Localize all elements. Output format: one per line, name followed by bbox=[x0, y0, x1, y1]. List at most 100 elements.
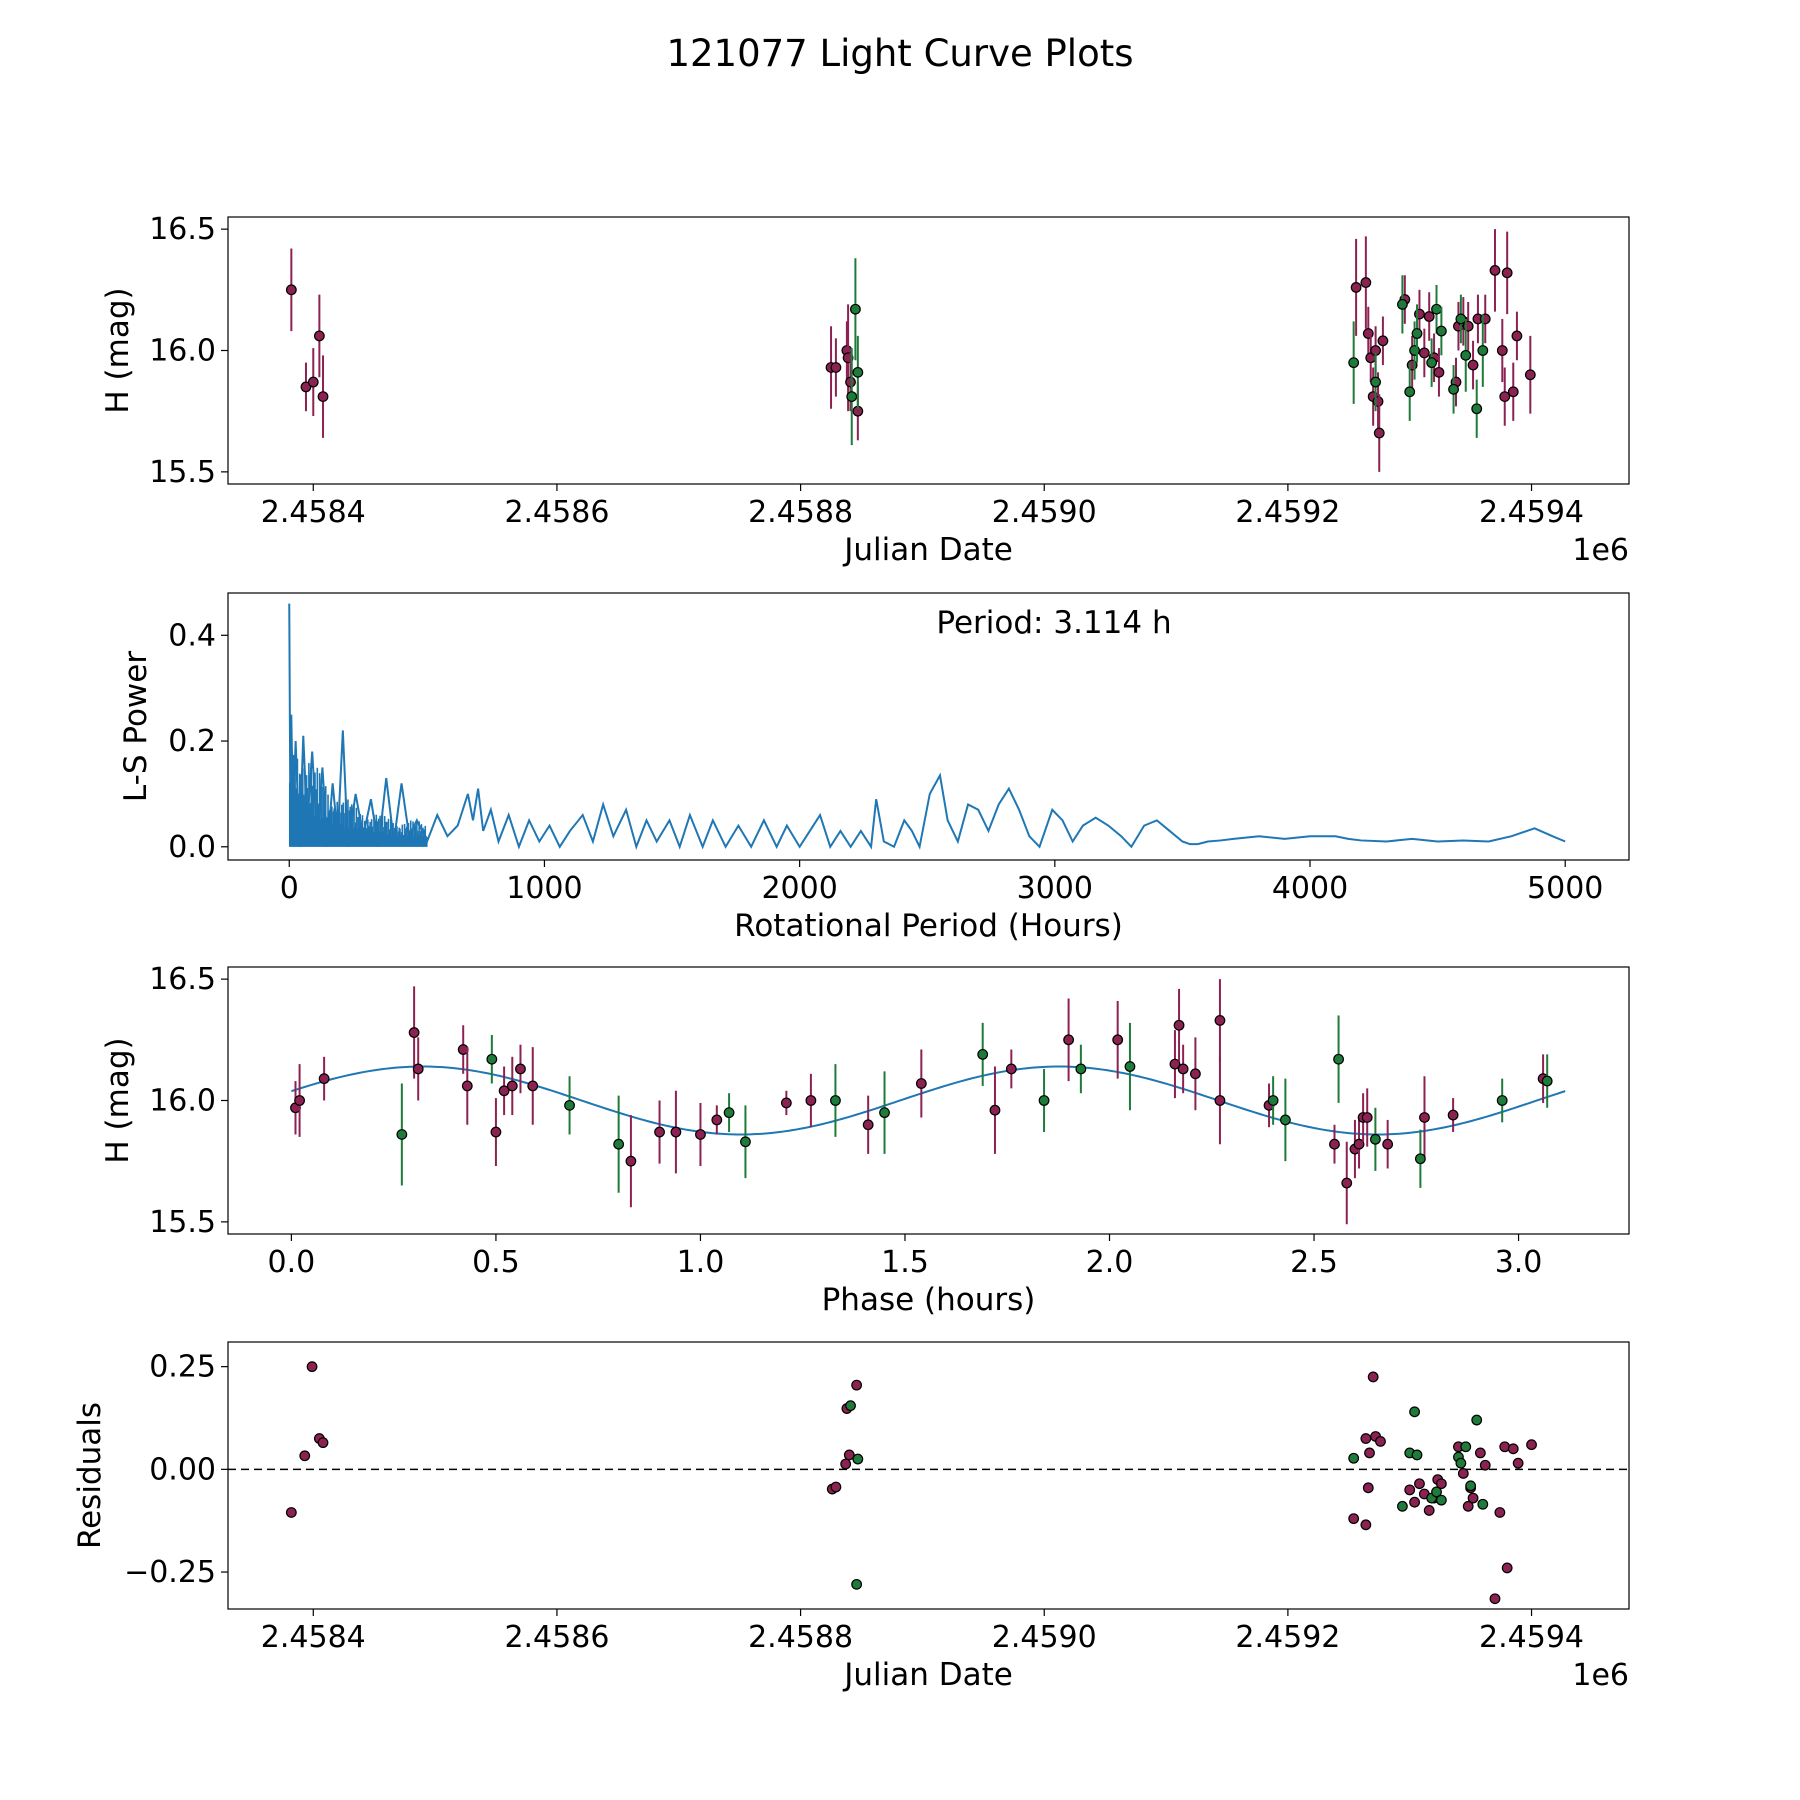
maroon-data-point bbox=[1361, 1112, 1373, 1123]
green-data-point bbox=[1333, 1053, 1344, 1065]
maroon-data-point bbox=[1499, 391, 1511, 403]
maroon-data-point bbox=[317, 1437, 329, 1449]
x-axis-label: Phase (hours) bbox=[822, 1282, 1036, 1318]
y-tick-label: 16.0 bbox=[149, 1084, 216, 1119]
maroon-data-point bbox=[1512, 1457, 1524, 1469]
x-tick-label: 2.4586 bbox=[504, 1620, 609, 1655]
maroon-data-point bbox=[1409, 1496, 1420, 1508]
maroon-data-point bbox=[1524, 369, 1536, 381]
maroon-data-point bbox=[830, 1481, 842, 1493]
x-tick-label: 2000 bbox=[761, 871, 837, 906]
green-data-point bbox=[852, 366, 864, 378]
maroon-data-point bbox=[1435, 1478, 1447, 1490]
maroon-data-point bbox=[654, 1126, 665, 1138]
maroon-data-point bbox=[989, 1104, 1001, 1116]
x-tick-label: 2.4588 bbox=[748, 495, 853, 530]
x-tick-label: 2.4584 bbox=[261, 1620, 366, 1655]
green-data-point bbox=[1471, 1414, 1483, 1426]
maroon-data-point bbox=[1404, 1484, 1416, 1496]
y-tick-label: 15.5 bbox=[149, 455, 216, 490]
maroon-data-point bbox=[527, 1080, 539, 1092]
x-tick-label: 1000 bbox=[506, 871, 582, 906]
maroon-data-point bbox=[1360, 1519, 1372, 1531]
maroon-data-point bbox=[845, 376, 856, 388]
maroon-data-point bbox=[1373, 427, 1385, 439]
maroon-data-point bbox=[1467, 1492, 1479, 1504]
green-data-point bbox=[740, 1136, 751, 1148]
y-tick-label: 0.4 bbox=[168, 618, 216, 653]
maroon-data-point bbox=[285, 1507, 297, 1518]
green-data-point bbox=[850, 303, 861, 315]
maroon-data-point bbox=[461, 1080, 473, 1092]
maroon-data-point bbox=[408, 1027, 420, 1038]
green-data-point bbox=[1411, 1449, 1423, 1461]
x-tick-label: 2.4592 bbox=[1235, 1620, 1340, 1655]
maroon-data-point bbox=[1526, 1439, 1537, 1451]
y-tick-label: 16.5 bbox=[149, 962, 216, 997]
maroon-data-point bbox=[313, 330, 325, 342]
x-tick-label: 1.5 bbox=[881, 1245, 929, 1280]
y-axis-label: Residuals bbox=[72, 1402, 108, 1549]
maroon-data-point bbox=[1377, 335, 1389, 347]
maroon-data-point bbox=[1173, 1019, 1185, 1031]
green-data-point bbox=[1496, 1095, 1508, 1106]
maroon-data-point bbox=[711, 1114, 723, 1126]
maroon-data-point bbox=[1423, 1505, 1435, 1516]
green-data-point bbox=[1431, 1486, 1442, 1498]
x-tick-label: 2.5 bbox=[1290, 1245, 1338, 1280]
y-axis-label: H (mag) bbox=[100, 287, 136, 413]
maroon-data-point bbox=[1507, 1443, 1519, 1455]
residuals-panel: 2.4584 2.4586 2.4588 2.4590 2.4592 2.4594 −0.2… bbox=[72, 1341, 1630, 1693]
maroon-data-point bbox=[1375, 1436, 1386, 1447]
green-data-point bbox=[845, 1400, 856, 1412]
green-data-point bbox=[613, 1138, 625, 1150]
x-tick-label: 0.0 bbox=[268, 1245, 316, 1280]
green-data-point bbox=[1435, 1494, 1447, 1506]
green-data-point bbox=[1369, 1133, 1381, 1145]
green-data-point bbox=[977, 1048, 989, 1060]
green-data-point bbox=[1397, 1500, 1408, 1512]
x-offset-label: 1e6 bbox=[1572, 1658, 1629, 1693]
plot-area bbox=[290, 979, 1566, 1225]
x-tick-label: 2.4588 bbox=[748, 1620, 853, 1655]
maroon-data-point bbox=[1489, 265, 1501, 276]
maroon-data-point bbox=[1382, 1138, 1394, 1150]
maroon-data-point bbox=[625, 1155, 637, 1167]
green-data-point bbox=[723, 1107, 735, 1119]
maroon-data-point bbox=[1362, 1482, 1374, 1494]
maroon-data-point bbox=[670, 1126, 682, 1138]
x-tick-label: 1.0 bbox=[677, 1245, 725, 1280]
maroon-data-point bbox=[1063, 1034, 1074, 1046]
y-axis-label: H (mag) bbox=[100, 1037, 136, 1163]
green-data-point bbox=[396, 1129, 408, 1140]
maroon-data-point bbox=[851, 1379, 863, 1391]
x-tick-label: 2.4594 bbox=[1479, 1620, 1584, 1655]
maroon-data-point bbox=[1489, 1593, 1501, 1605]
plot-area bbox=[285, 229, 1536, 472]
maroon-data-point bbox=[306, 1361, 318, 1373]
maroon-data-point bbox=[1350, 281, 1362, 293]
maroon-data-point bbox=[1329, 1138, 1340, 1150]
green-data-point bbox=[1477, 1498, 1489, 1510]
green-data-point bbox=[1455, 313, 1467, 325]
axes-frame bbox=[227, 1341, 1630, 1610]
green-data-point bbox=[1477, 345, 1489, 356]
maroon-data-point bbox=[1474, 1447, 1486, 1459]
green-data-point bbox=[1455, 1457, 1467, 1469]
green-data-point bbox=[486, 1053, 498, 1065]
maroon-data-point bbox=[695, 1129, 706, 1140]
maroon-data-point bbox=[915, 1078, 927, 1089]
green-data-point bbox=[851, 1578, 863, 1590]
maroon-data-point bbox=[498, 1085, 510, 1097]
maroon-data-point bbox=[1169, 1058, 1181, 1070]
maroon-data-point bbox=[1419, 1112, 1430, 1123]
x-tick-label: 2.4594 bbox=[1479, 495, 1584, 530]
x-tick-label: 4000 bbox=[1272, 871, 1348, 906]
y-axis-label: L-S Power bbox=[118, 651, 154, 802]
maroon-data-point bbox=[1341, 1177, 1353, 1189]
y-tick-label: 0.0 bbox=[168, 830, 216, 865]
maroon-data-point bbox=[840, 1458, 852, 1470]
x-tick-label: 2.4586 bbox=[504, 495, 609, 530]
maroon-data-point bbox=[1005, 1063, 1017, 1075]
